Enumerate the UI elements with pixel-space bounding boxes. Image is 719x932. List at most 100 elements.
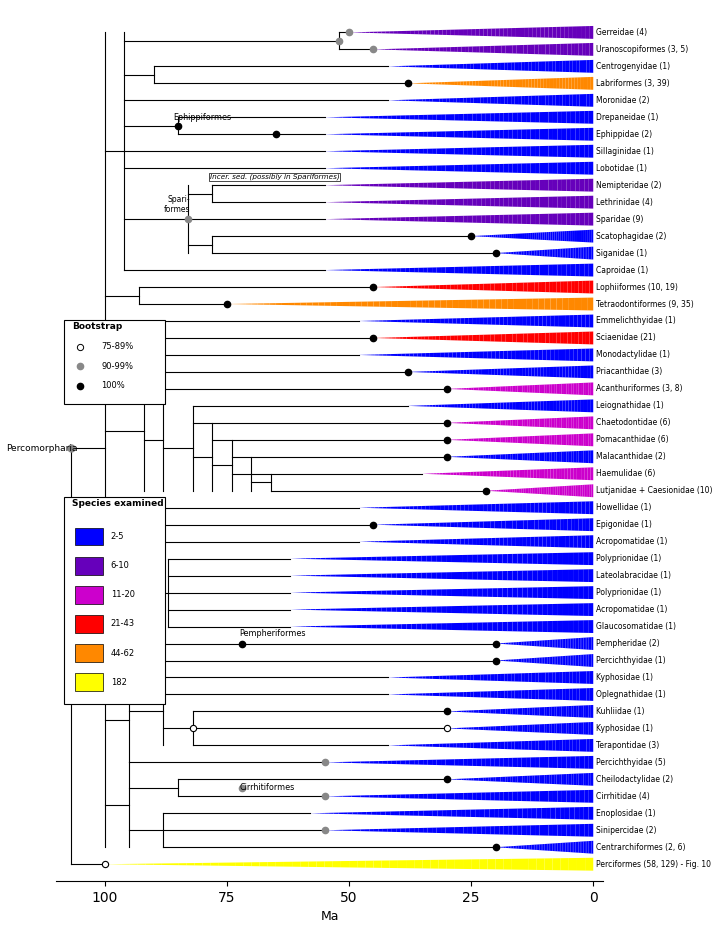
Polygon shape (588, 433, 591, 446)
Polygon shape (429, 506, 433, 510)
Text: Sinipercidae (2): Sinipercidae (2) (596, 826, 656, 835)
Polygon shape (454, 793, 459, 800)
Polygon shape (535, 333, 539, 343)
Polygon shape (316, 861, 325, 867)
Text: Pomacanthidae (6): Pomacanthidae (6) (596, 435, 669, 445)
Polygon shape (462, 284, 465, 290)
Polygon shape (490, 299, 495, 308)
Polygon shape (441, 199, 446, 205)
Polygon shape (557, 281, 560, 293)
Polygon shape (453, 692, 457, 696)
Polygon shape (412, 745, 416, 747)
Polygon shape (521, 826, 526, 835)
Polygon shape (347, 151, 352, 152)
Polygon shape (588, 603, 593, 616)
Polygon shape (570, 638, 572, 649)
Polygon shape (549, 180, 553, 191)
Polygon shape (420, 405, 423, 406)
Polygon shape (470, 404, 472, 408)
Polygon shape (508, 792, 513, 801)
Polygon shape (316, 575, 321, 576)
Polygon shape (477, 63, 480, 69)
Polygon shape (410, 794, 414, 799)
Polygon shape (566, 536, 570, 547)
Polygon shape (500, 490, 502, 492)
Polygon shape (342, 116, 347, 117)
Polygon shape (370, 269, 374, 271)
Polygon shape (439, 744, 443, 747)
Polygon shape (436, 267, 441, 273)
Polygon shape (498, 674, 501, 681)
Polygon shape (450, 131, 454, 137)
Polygon shape (442, 606, 447, 613)
Polygon shape (531, 265, 535, 275)
Polygon shape (411, 624, 416, 629)
Polygon shape (482, 555, 487, 563)
Polygon shape (544, 367, 547, 377)
Polygon shape (502, 234, 504, 238)
Polygon shape (542, 62, 546, 72)
Polygon shape (542, 435, 544, 445)
Polygon shape (519, 402, 522, 410)
Polygon shape (587, 654, 588, 666)
Polygon shape (423, 405, 426, 406)
Polygon shape (515, 62, 518, 71)
Polygon shape (406, 829, 410, 832)
Polygon shape (502, 471, 505, 477)
Polygon shape (493, 471, 496, 476)
Polygon shape (564, 486, 567, 496)
Polygon shape (416, 590, 421, 596)
Polygon shape (504, 691, 508, 698)
Polygon shape (567, 213, 571, 225)
Polygon shape (452, 606, 457, 613)
Polygon shape (525, 641, 526, 646)
Polygon shape (360, 185, 365, 186)
Polygon shape (412, 677, 416, 678)
Polygon shape (486, 147, 490, 156)
Polygon shape (390, 354, 394, 356)
Polygon shape (550, 487, 552, 495)
Polygon shape (472, 623, 477, 631)
Polygon shape (516, 520, 520, 529)
Polygon shape (513, 846, 515, 848)
Polygon shape (448, 82, 451, 85)
Polygon shape (467, 29, 471, 35)
Polygon shape (465, 336, 469, 341)
Polygon shape (352, 116, 356, 118)
Polygon shape (575, 519, 579, 530)
Polygon shape (566, 61, 569, 72)
Polygon shape (531, 316, 535, 326)
Polygon shape (436, 760, 441, 765)
Polygon shape (535, 658, 536, 664)
Polygon shape (482, 81, 485, 86)
Polygon shape (508, 742, 511, 749)
Polygon shape (562, 213, 567, 225)
Polygon shape (331, 609, 336, 610)
Polygon shape (406, 132, 410, 136)
Polygon shape (395, 337, 399, 338)
Polygon shape (454, 199, 459, 205)
Polygon shape (470, 692, 474, 697)
Polygon shape (500, 538, 503, 545)
Polygon shape (535, 350, 539, 360)
Polygon shape (571, 790, 575, 802)
Polygon shape (580, 247, 582, 259)
Polygon shape (498, 369, 500, 376)
Polygon shape (468, 539, 472, 545)
Polygon shape (392, 761, 396, 764)
Polygon shape (386, 591, 391, 595)
Polygon shape (564, 656, 566, 665)
Polygon shape (557, 27, 561, 38)
Polygon shape (494, 403, 498, 409)
Polygon shape (572, 451, 574, 462)
Polygon shape (468, 165, 472, 171)
Polygon shape (589, 789, 593, 802)
Text: Oplegnathidae (1): Oplegnathidae (1) (596, 690, 666, 699)
Polygon shape (465, 300, 471, 308)
Polygon shape (476, 522, 480, 528)
Polygon shape (373, 32, 377, 34)
Polygon shape (388, 167, 392, 170)
Polygon shape (499, 758, 504, 767)
Text: Emmelichthyidae (1): Emmelichthyidae (1) (596, 317, 675, 325)
Polygon shape (559, 774, 562, 785)
